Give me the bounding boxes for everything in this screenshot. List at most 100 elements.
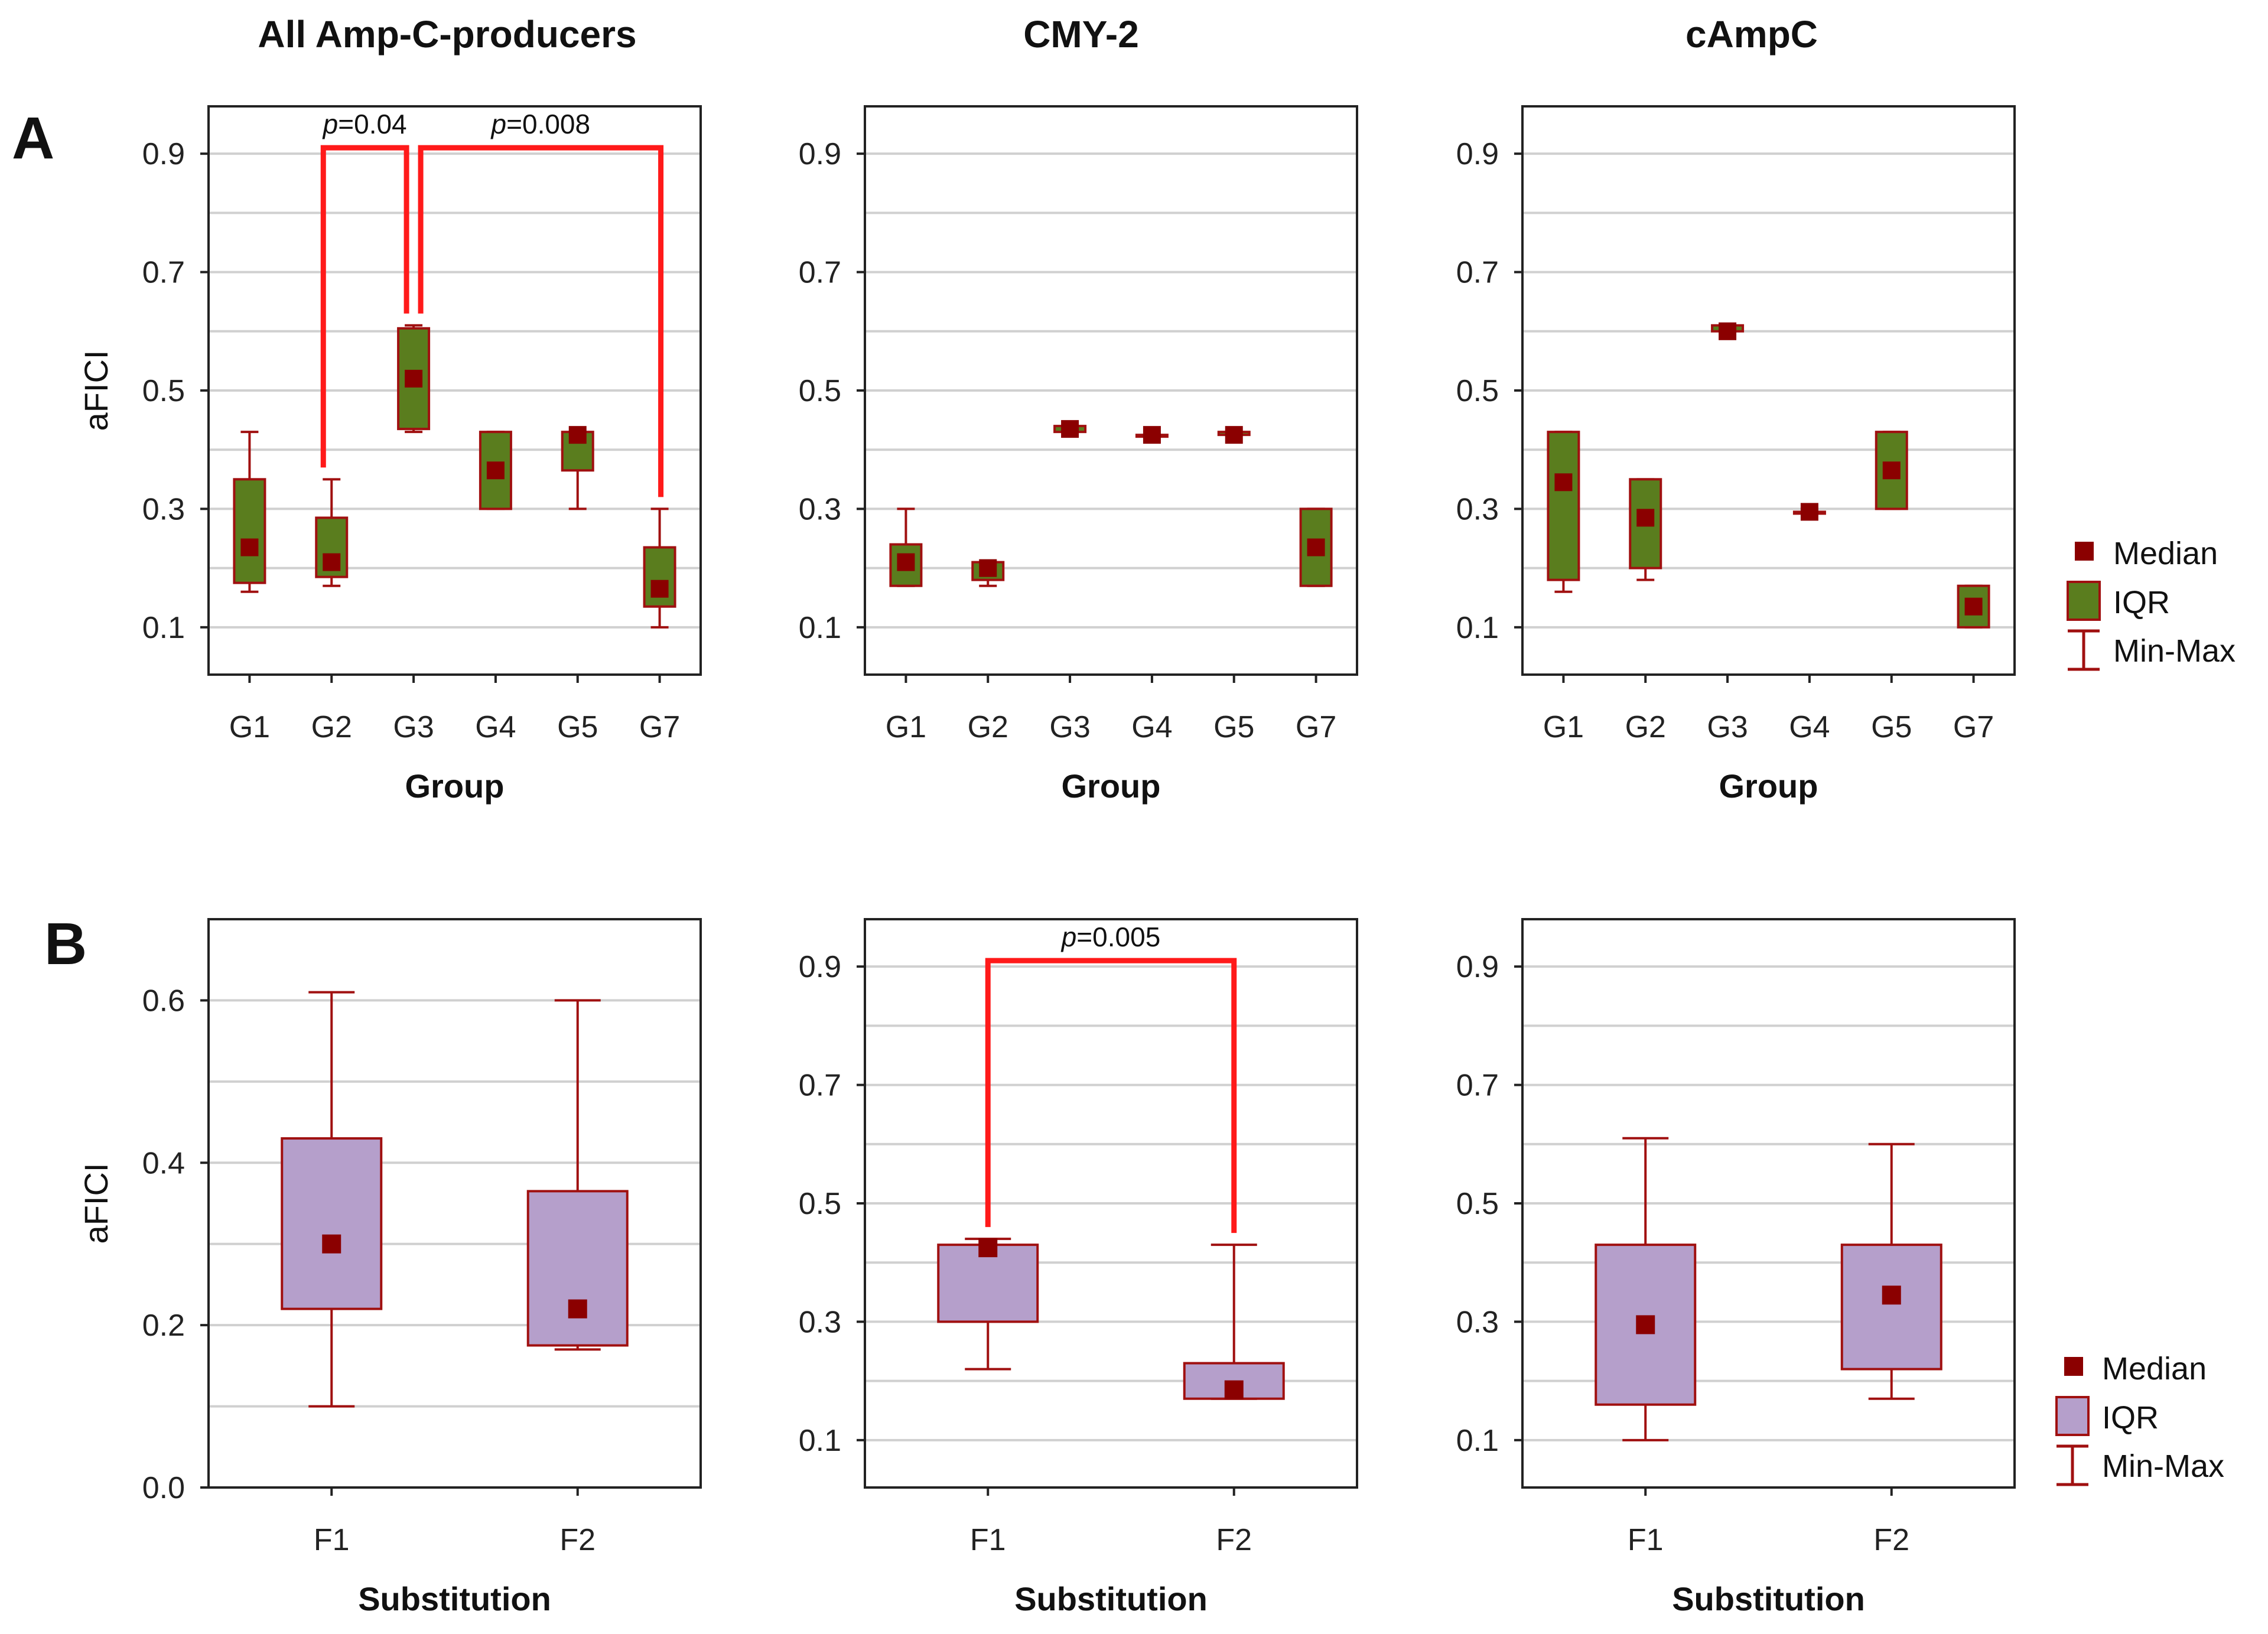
box-F2 (1840, 1143, 1942, 1400)
y-tick-label: 0.7 (142, 256, 185, 290)
legend-median-marker (2064, 1357, 2083, 1376)
x-tick-label: G2 (1625, 710, 1666, 744)
y-tick-label: 0.7 (1456, 1069, 1499, 1103)
box-G1 (1547, 431, 1580, 593)
legend-median-marker (2075, 542, 2094, 561)
column-title-cmy2: CMY-2 (1023, 13, 1139, 56)
column-title-campc: cAmpC (1685, 13, 1818, 56)
x-tick-label: F2 (1873, 1523, 1909, 1557)
y-tick-label: 0.1 (1456, 1424, 1499, 1458)
x-tick-label: G7 (1953, 710, 1994, 744)
x-tick-label: F1 (314, 1523, 350, 1557)
y-axis-title: aFICI (77, 350, 115, 431)
panel-label-b: B (44, 911, 87, 977)
y-tick-label: 0.1 (799, 611, 841, 645)
box-G3 (1711, 322, 1745, 340)
iqr-box (526, 1190, 629, 1347)
box-G4 (1135, 426, 1169, 444)
y-tick-label: 0.5 (1456, 1187, 1499, 1221)
box-G4 (479, 431, 512, 510)
box-G7 (1299, 507, 1333, 587)
legend-minmax-label: Min-Max (2113, 633, 2236, 669)
box-G5 (561, 426, 594, 510)
median-marker (1636, 1315, 1655, 1334)
y-axis-title: aFICI (77, 1163, 115, 1244)
legend-iqr-label: IQR (2102, 1400, 2159, 1436)
x-tick-label: G5 (1871, 710, 1912, 744)
y-tick-label: 0.3 (799, 1305, 841, 1339)
y-tick-label: 0.9 (799, 137, 841, 171)
box-G1 (233, 431, 266, 593)
legend-iqr-swatch (2055, 1396, 2090, 1436)
y-tick-label: 0.5 (799, 374, 841, 408)
legend-iqr-swatch (2067, 581, 2101, 621)
y-tick-label: 0.7 (1456, 256, 1499, 290)
iqr-box (233, 478, 266, 584)
y-tick-label: 0.0 (142, 1471, 185, 1505)
x-axis-title: Substitution (358, 1580, 551, 1617)
box-G7 (643, 507, 676, 629)
x-axis-title: Substitution (1014, 1580, 1208, 1617)
box-F1 (1595, 1137, 1697, 1441)
legend-median-label: Median (2113, 536, 2218, 571)
median-marker (1224, 1380, 1244, 1399)
x-tick-label: G3 (393, 710, 434, 744)
box-F1 (937, 1238, 1039, 1371)
y-tick-label: 0.9 (142, 137, 185, 171)
iqr-box (1547, 431, 1580, 581)
median-marker (322, 1234, 341, 1254)
median-marker (1882, 461, 1901, 480)
median-marker (1800, 503, 1818, 521)
box-G3 (1053, 420, 1087, 438)
x-tick-label: G2 (968, 710, 1008, 744)
y-tick-label: 0.3 (1456, 1305, 1499, 1339)
iqr-box (281, 1137, 383, 1310)
x-tick-label: F1 (1628, 1523, 1664, 1557)
x-axis-title: Group (1719, 767, 1818, 805)
legend-minmax-icon (2057, 1444, 2088, 1486)
legend-minmax-icon (2068, 629, 2100, 671)
median-marker (1143, 426, 1161, 444)
chart-panel-0-2: 0.1 0.3 0.5 0.7 0.9 G1 G2 G3 G4 G5 G7 Group (1456, 105, 2016, 805)
median-marker (897, 553, 915, 571)
median-marker (405, 369, 423, 388)
x-tick-label: G3 (1049, 710, 1090, 744)
median-marker (486, 461, 505, 480)
legend-median-label: Median (2102, 1351, 2207, 1386)
significance-line (985, 958, 1237, 1233)
x-tick-label: G5 (1213, 710, 1254, 744)
iqr-box (643, 546, 676, 608)
x-tick-label: G4 (1789, 710, 1830, 744)
iqr-box (937, 1244, 1039, 1323)
column-title-all-ampc: All Amp-C-producers (258, 13, 636, 56)
y-tick-label: 0.9 (1456, 137, 1499, 171)
significance-line (320, 145, 409, 468)
y-tick-label: 0.6 (142, 984, 185, 1018)
significance-line (418, 145, 664, 497)
legend-row-b: Median IQR Min-Max (2055, 1351, 2224, 1486)
y-tick-label: 0.7 (799, 1069, 841, 1103)
median-marker (568, 1299, 587, 1319)
box-G2 (315, 478, 349, 587)
median-marker (1061, 420, 1079, 438)
y-tick-label: 0.5 (142, 374, 185, 408)
x-tick-label: G1 (1543, 710, 1584, 744)
median-marker (1307, 538, 1325, 556)
median-marker (240, 538, 259, 556)
median-marker (979, 559, 997, 577)
y-tick-label: 0.1 (799, 1424, 841, 1458)
x-tick-label: G5 (557, 710, 598, 744)
median-marker (1225, 426, 1243, 444)
x-tick-label: F1 (970, 1523, 1006, 1557)
y-tick-label: 0.1 (142, 611, 185, 645)
iqr-box (1840, 1244, 1942, 1371)
x-tick-label: G7 (1296, 710, 1336, 744)
box-G5 (1217, 426, 1251, 444)
median-marker (650, 580, 669, 598)
x-axis-title: Group (1062, 767, 1161, 805)
box-G7 (1957, 584, 1990, 629)
x-tick-label: G3 (1707, 710, 1748, 744)
box-G5 (1875, 431, 1908, 510)
box-G2 (971, 559, 1005, 587)
y-tick-label: 0.9 (799, 950, 841, 984)
